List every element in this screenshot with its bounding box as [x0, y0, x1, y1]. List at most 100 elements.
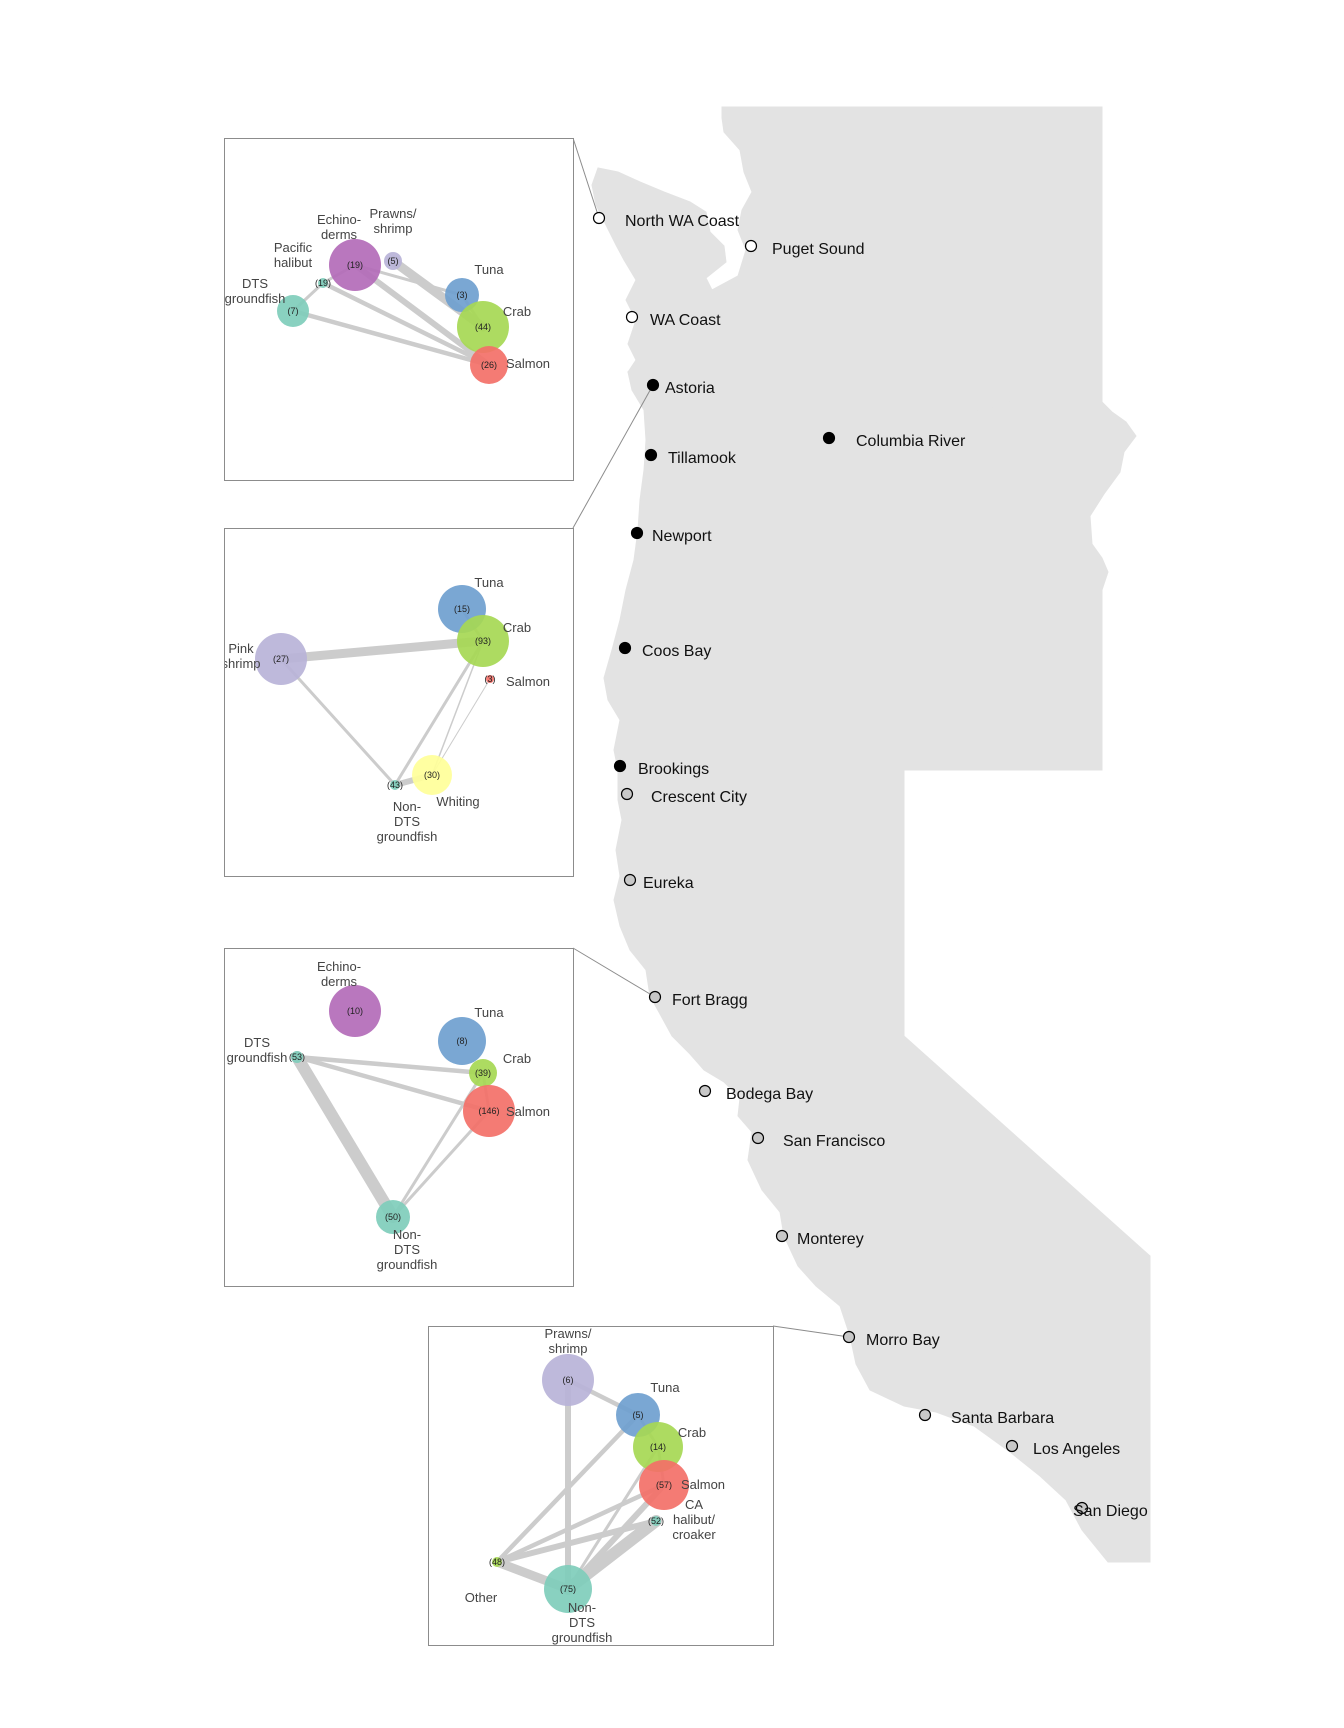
node-label: halibut: [274, 255, 313, 270]
port-marker: [751, 1131, 765, 1145]
inset-fort-bragg: (10) Echino-derms (8) Tuna (53) DTS groundfish…: [224, 948, 574, 1287]
port-label: Monterey: [797, 1231, 864, 1248]
node-label: Pacific: [274, 240, 313, 255]
port-label: Tillamook: [668, 450, 737, 467]
node-crab: (39) Crab: [469, 1051, 531, 1087]
california-land: [613, 769, 1151, 1563]
node-label: Tuna: [650, 1380, 680, 1395]
port-crescent-city: Crescent City: [620, 787, 747, 806]
land-area: [591, 106, 1151, 1563]
node-echinoderms: (10) Echino-derms: [317, 959, 381, 1037]
node-label: DTS: [569, 1615, 595, 1630]
network-nodes: (19) Echino-derms (5) Prawns/shrimp (19) Paci…: [225, 206, 550, 384]
node-circle: [492, 1557, 502, 1567]
edge-non-dts-crab: [566, 1445, 660, 1591]
node-prawns: (5) Prawns/shrimp: [370, 206, 417, 270]
inset-astoria: (15) Tuna (93) Crab (27) Pink shrimp (3) Salmon(…: [224, 528, 574, 877]
port-markers: North WA Coast Puget Sound WA Coast Astoria…: [592, 211, 1148, 1520]
port-label: Fort Bragg: [672, 992, 748, 1009]
node-circle: [291, 1051, 303, 1063]
node-label: Prawns/: [370, 206, 417, 221]
port-label: Astoria: [665, 380, 715, 397]
node-label: Salmon: [506, 674, 550, 689]
port-marker: [775, 1229, 789, 1243]
node-crab: (44) Crab: [457, 301, 531, 353]
node-label: Crab: [503, 1051, 531, 1066]
node-count: (3): [485, 674, 496, 684]
port-tillamook: Tillamook: [644, 448, 737, 467]
node-label: shrimp: [225, 656, 261, 671]
node-label: Pink: [228, 641, 254, 656]
port-marker: [842, 1330, 856, 1344]
node-label: Non-: [393, 1227, 421, 1242]
node-circle: [329, 985, 381, 1037]
node-label: DTS: [242, 276, 268, 291]
node-circle: [469, 1059, 497, 1087]
port-label: Eureka: [643, 875, 694, 892]
node-label: Tuna: [474, 1005, 504, 1020]
edge-pink-shrimp-non-dts: [279, 657, 397, 787]
node-count: (10): [347, 1006, 363, 1016]
node-label: Non-: [568, 1600, 596, 1615]
node-echinoderms: (19) Echino-derms: [317, 212, 381, 291]
port-eureka: Eureka: [623, 873, 694, 892]
node-label: Echino-: [317, 959, 361, 974]
port-marker: [618, 641, 632, 655]
port-columbia-river: Columbia River: [822, 431, 966, 450]
port-marker: [744, 239, 758, 253]
node-label: derms: [321, 974, 358, 989]
node-circle: [318, 278, 328, 288]
node-label: Echino-: [317, 212, 361, 227]
port-marker: [623, 873, 637, 887]
node-label: DTS: [394, 814, 420, 829]
node-count: (39): [475, 1068, 491, 1078]
node-count: (44): [475, 322, 491, 332]
network-edges: [290, 256, 492, 368]
edge-crab-non-dts: [393, 639, 485, 787]
port-label: Morro Bay: [866, 1332, 940, 1349]
node-circle: [542, 1354, 594, 1406]
port-puget-sound: Puget Sound: [744, 239, 865, 258]
port-monterey: Monterey: [775, 1229, 864, 1248]
node-circle: [633, 1422, 683, 1472]
node-count: (19): [315, 278, 331, 288]
node-count: (57): [656, 1480, 672, 1490]
inset-connector-lines: [572, 137, 850, 1338]
node-label: DTS: [244, 1035, 270, 1050]
port-san-diego: San Diego: [1073, 1501, 1148, 1520]
port-label: Bodega Bay: [726, 1086, 813, 1103]
node-circle: [329, 239, 381, 291]
node-count: (14): [650, 1442, 666, 1452]
port-newport: Newport: [630, 526, 712, 545]
port-marker: [613, 759, 627, 773]
port-label: Coos Bay: [642, 643, 711, 660]
node-prawns: (6) Prawns/shrimp: [542, 1327, 594, 1406]
port-label: Los Angeles: [1033, 1441, 1120, 1458]
network-edges: [291, 1051, 492, 1223]
node-circle: [457, 615, 509, 667]
node-count: (6): [563, 1375, 574, 1385]
port-santa-barbara: Santa Barbara: [918, 1408, 1054, 1427]
node-label: Prawns/: [545, 1327, 592, 1341]
node-label: croaker: [672, 1527, 716, 1542]
port-label: Brookings: [638, 761, 709, 778]
node-count: (8): [457, 1036, 468, 1046]
node-circle: [463, 1085, 515, 1137]
node-whiting: (30) Whiting: [412, 755, 480, 809]
node-count: (5): [633, 1410, 644, 1420]
port-label: Crescent City: [651, 789, 747, 806]
node-circle: [376, 1200, 410, 1234]
port-marker: [592, 211, 606, 225]
network-graph: (6) Prawns/shrimp (5) Tuna (14) Crab (57) Salmo…: [465, 1327, 725, 1645]
node-circle: [438, 1017, 486, 1065]
node-label: Salmon: [506, 1104, 550, 1119]
